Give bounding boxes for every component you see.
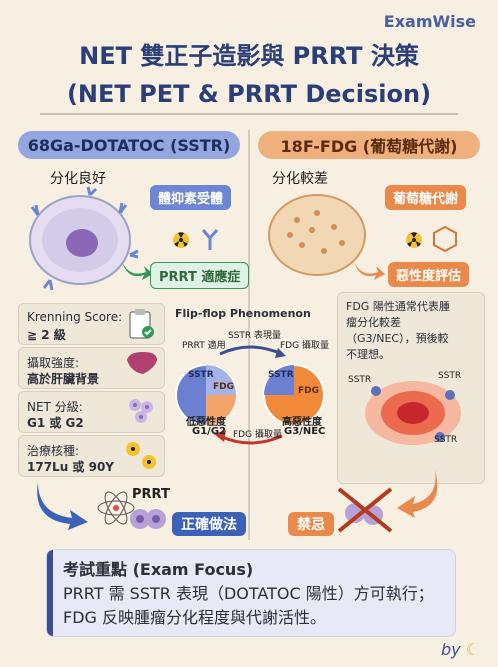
high-grade-sub: G3/NEC [284, 426, 326, 437]
exam-focus-accent [47, 550, 53, 636]
right-header-pill: 18F-FDG (葡萄糖代謝) [258, 131, 480, 159]
fdg-uptake-bottom-label: FDG 攝取量 [233, 430, 282, 440]
prrt-indication-tag: PRRT 適應症 [150, 262, 250, 289]
radiation-icon [173, 232, 189, 248]
title-divider [40, 113, 458, 115]
correct-approach-badge: 正確做法 [172, 512, 246, 536]
orange-arrow-icon [354, 262, 385, 280]
net-grade-value: G1 或 G2 [27, 416, 84, 430]
high-grade-label: 高惡性度 [282, 417, 322, 428]
receptor-tag: 體抑素受體 [150, 185, 232, 210]
crossed-cell-icon [337, 487, 393, 533]
krenning-key: Krenning Score: [27, 310, 123, 324]
malignancy-tag: 惡性度評估 [388, 262, 470, 287]
nuclide-key: 治療核種: [27, 444, 80, 458]
radiation-pair-icon [126, 442, 156, 469]
page-subtitle: (NET PET & PRRT Decision) [66, 80, 432, 108]
right-circle-sstr: SSTR [268, 370, 294, 380]
flip-flop-title: Flip-flop Phenomenon [175, 307, 311, 320]
right-circle-fdg: FDG [298, 386, 320, 396]
fdg-interpretation-box: FDG 陽性通常代表腫 瘤分化較差 （G3/NEC），預後較 不理想。 SSTR… [337, 292, 485, 484]
blue-down-arrow-icon [37, 482, 88, 530]
net-grade-key: NET 分級: [27, 400, 83, 414]
left-diff-label: 分化良好 [50, 171, 106, 187]
purple-cells-icon [130, 509, 166, 529]
exam-focus-line-2: FDG 反映腫瘤分化程度與代謝活性。 [63, 608, 327, 627]
radiation-icon-right [406, 232, 422, 248]
contraindication-badge: 禁忌 [288, 512, 334, 536]
uptake-key: 攝取強度: [27, 356, 80, 370]
exam-focus-line-1: PRRT 需 SSTR 表現（DOTATOC 陽性）方可執行； [63, 584, 434, 603]
low-grade-sub: G1/G2 [192, 426, 226, 437]
flip-flop-cycle [175, 345, 325, 445]
antibody-icon [201, 229, 219, 250]
box-line-1: FDG 陽性通常代表腫 [346, 300, 450, 313]
uptake-value: 高於肝臟背景 [27, 372, 100, 386]
fdg-uptake-top-label: FDG 攝取量 [280, 341, 329, 351]
brand-label: ExamWise [383, 12, 476, 31]
prrt-atom-icon [97, 491, 135, 525]
orange-down-arrow-icon [397, 470, 438, 518]
signature: by ☾ [441, 640, 480, 659]
right-diff-label: 分化較差 [272, 171, 328, 187]
box-line-4: 不理想。 [346, 348, 390, 361]
exam-focus-heading: 考試重點 (Exam Focus) [63, 560, 254, 579]
cell-cluster-icon [129, 399, 153, 423]
tumor-heatmap-illustration [365, 381, 461, 445]
sstr-label-c: SSTR [434, 435, 458, 445]
clipboard-check-icon [129, 309, 154, 339]
moon-icon: ☾ [465, 640, 480, 659]
left-header-pill: 68Ga-DOTATOC (SSTR) [18, 131, 240, 159]
signature-text: by [440, 640, 461, 659]
nuclide-value: 177Lu 或 90Y [27, 460, 114, 474]
prrt-label: PRRT [132, 487, 170, 502]
sstr-label-a: SSTR [348, 375, 372, 385]
sstr-label-b: SSTR [438, 371, 462, 381]
column-divider [248, 130, 250, 540]
net-grade-card: NET 分級: G1 或 G2 [18, 391, 165, 433]
low-grade-label: 低惡性度 [186, 417, 226, 428]
green-arrow-icon [122, 262, 153, 280]
page-title: NET 雙正子造影與 PRRT 決策 [79, 42, 419, 70]
left-circle-sstr: SSTR [188, 370, 214, 380]
nuclide-card: 治療核種: 177Lu 或 90Y [18, 435, 165, 477]
glucose-molecule-icon [433, 225, 457, 253]
liver-icon [127, 352, 157, 374]
well-differentiated-cell-illustration [29, 186, 139, 291]
prrt-fit-label: PRRT 適用 [182, 341, 226, 351]
krenning-value: ≧ 2 級 [27, 328, 66, 342]
glucose-tag: 葡萄糖代謝 [385, 185, 467, 210]
box-line-2: 瘤分化較差 [346, 316, 401, 329]
left-circle-fdg: FDG [213, 382, 235, 392]
sstr-expression-label: SSTR 表現量 [228, 331, 282, 341]
box-line-3: （G3/NEC），預後較 [346, 332, 449, 345]
exam-focus-box: 考試重點 (Exam Focus) PRRT 需 SSTR 表現（DOTATOC… [46, 549, 456, 637]
poorly-differentiated-cell-illustration [268, 194, 366, 276]
